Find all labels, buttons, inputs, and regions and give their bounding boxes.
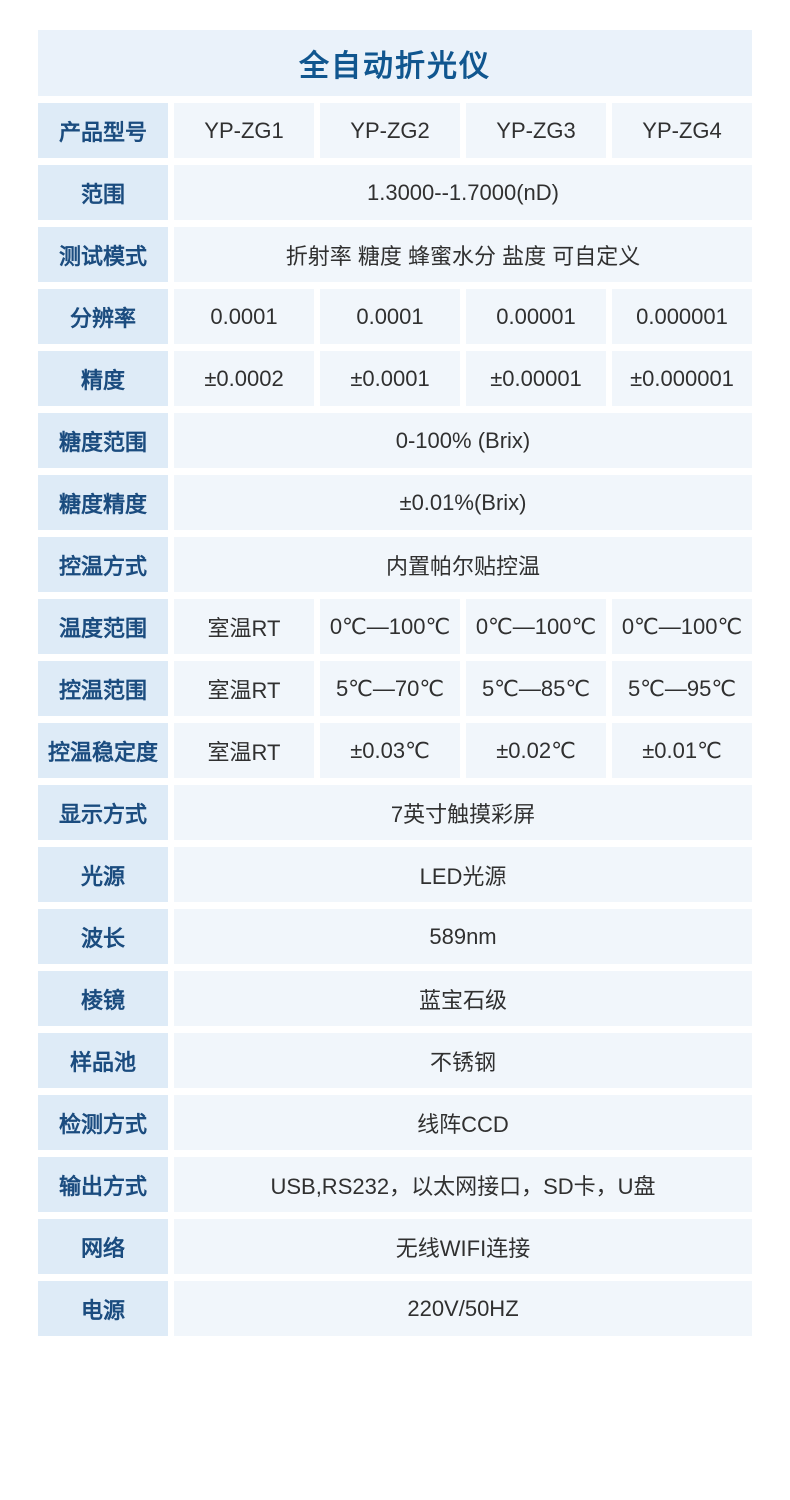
value-cell: 线阵CCD bbox=[174, 1095, 752, 1150]
value-cell: 0℃—100℃ bbox=[612, 599, 752, 654]
value-cell: 无线WIFI连接 bbox=[174, 1219, 752, 1274]
spec-row-range: 范围 1.3000--1.7000(nD) bbox=[38, 165, 752, 220]
spec-row-output: 输出方式 USB,RS232，以太网接口，SD卡，U盘 bbox=[38, 1157, 752, 1212]
spec-row-temp-control-stability: 控温稳定度 室温RT ±0.03℃ ±0.02℃ ±0.01℃ bbox=[38, 723, 752, 778]
spec-row-resolution: 分辨率 0.0001 0.0001 0.00001 0.000001 bbox=[38, 289, 752, 344]
value-cell: ±0.0002 bbox=[174, 351, 314, 406]
value-cell: YP-ZG4 bbox=[612, 103, 752, 158]
value-cell: YP-ZG3 bbox=[466, 103, 606, 158]
value-cell: 室温RT bbox=[174, 599, 314, 654]
spec-row-temperature-range: 温度范围 室温RT 0℃—100℃ 0℃—100℃ 0℃—100℃ bbox=[38, 599, 752, 654]
row-label: 显示方式 bbox=[38, 785, 168, 840]
spec-row-brix-range: 糖度范围 0-100% (Brix) bbox=[38, 413, 752, 468]
spec-row-network: 网络 无线WIFI连接 bbox=[38, 1219, 752, 1274]
value-cell: 5℃—85℃ bbox=[466, 661, 606, 716]
spec-row-wavelength: 波长 589nm bbox=[38, 909, 752, 964]
value-cell: 220V/50HZ bbox=[174, 1281, 752, 1336]
value-cell: 0.00001 bbox=[466, 289, 606, 344]
spec-row-test-mode: 测试模式 折射率 糖度 蜂蜜水分 盐度 可自定义 bbox=[38, 227, 752, 282]
table-title-bar: 全自动折光仪 bbox=[38, 30, 752, 96]
value-cell: 589nm bbox=[174, 909, 752, 964]
row-label: 波长 bbox=[38, 909, 168, 964]
row-label: 网络 bbox=[38, 1219, 168, 1274]
row-label: 控温稳定度 bbox=[38, 723, 168, 778]
value-cell: 折射率 糖度 蜂蜜水分 盐度 可自定义 bbox=[174, 227, 752, 282]
value-cell: 1.3000--1.7000(nD) bbox=[174, 165, 752, 220]
value-cell: 0-100% (Brix) bbox=[174, 413, 752, 468]
value-cell: ±0.01%(Brix) bbox=[174, 475, 752, 530]
row-label: 输出方式 bbox=[38, 1157, 168, 1212]
spec-row-sample-cell: 样品池 不锈钢 bbox=[38, 1033, 752, 1088]
value-cell: USB,RS232，以太网接口，SD卡，U盘 bbox=[174, 1157, 752, 1212]
row-label: 控温方式 bbox=[38, 537, 168, 592]
table-title: 全自动折光仪 bbox=[299, 50, 491, 83]
spec-row-display: 显示方式 7英寸触摸彩屏 bbox=[38, 785, 752, 840]
row-label: 样品池 bbox=[38, 1033, 168, 1088]
spec-row-detection-method: 检测方式 线阵CCD bbox=[38, 1095, 752, 1150]
row-label: 糖度范围 bbox=[38, 413, 168, 468]
row-label: 糖度精度 bbox=[38, 475, 168, 530]
value-cell: ±0.03℃ bbox=[320, 723, 460, 778]
row-label: 检测方式 bbox=[38, 1095, 168, 1150]
spec-row-brix-accuracy: 糖度精度 ±0.01%(Brix) bbox=[38, 475, 752, 530]
value-cell: ±0.01℃ bbox=[612, 723, 752, 778]
value-cell: 蓝宝石级 bbox=[174, 971, 752, 1026]
value-cell: ±0.0001 bbox=[320, 351, 460, 406]
value-cell: YP-ZG2 bbox=[320, 103, 460, 158]
spec-row-temp-control-range: 控温范围 室温RT 5℃—70℃ 5℃—85℃ 5℃—95℃ bbox=[38, 661, 752, 716]
row-label: 电源 bbox=[38, 1281, 168, 1336]
spec-row-prism: 棱镜 蓝宝石级 bbox=[38, 971, 752, 1026]
value-cell: 内置帕尔贴控温 bbox=[174, 537, 752, 592]
value-cell: 0.0001 bbox=[174, 289, 314, 344]
value-cell: LED光源 bbox=[174, 847, 752, 902]
value-cell: 5℃—70℃ bbox=[320, 661, 460, 716]
row-label: 精度 bbox=[38, 351, 168, 406]
spec-table: 全自动折光仪 产品型号 YP-ZG1 YP-ZG2 YP-ZG3 YP-ZG4 … bbox=[38, 30, 752, 1336]
value-cell: 7英寸触摸彩屏 bbox=[174, 785, 752, 840]
spec-row-accuracy: 精度 ±0.0002 ±0.0001 ±0.00001 ±0.000001 bbox=[38, 351, 752, 406]
row-label: 分辨率 bbox=[38, 289, 168, 344]
spec-row-temp-control-method: 控温方式 内置帕尔贴控温 bbox=[38, 537, 752, 592]
value-cell: 5℃—95℃ bbox=[612, 661, 752, 716]
value-cell: 室温RT bbox=[174, 723, 314, 778]
value-cell: ±0.000001 bbox=[612, 351, 752, 406]
value-cell: 0℃—100℃ bbox=[466, 599, 606, 654]
spec-row-product-model: 产品型号 YP-ZG1 YP-ZG2 YP-ZG3 YP-ZG4 bbox=[38, 103, 752, 158]
value-cell: 0℃—100℃ bbox=[320, 599, 460, 654]
value-cell: 0.000001 bbox=[612, 289, 752, 344]
row-label: 温度范围 bbox=[38, 599, 168, 654]
row-label: 棱镜 bbox=[38, 971, 168, 1026]
row-label: 控温范围 bbox=[38, 661, 168, 716]
value-cell: ±0.02℃ bbox=[466, 723, 606, 778]
value-cell: 室温RT bbox=[174, 661, 314, 716]
value-cell: 0.0001 bbox=[320, 289, 460, 344]
row-label: 光源 bbox=[38, 847, 168, 902]
row-label: 测试模式 bbox=[38, 227, 168, 282]
row-label: 范围 bbox=[38, 165, 168, 220]
value-cell: ±0.00001 bbox=[466, 351, 606, 406]
value-cell: YP-ZG1 bbox=[174, 103, 314, 158]
spec-row-power: 电源 220V/50HZ bbox=[38, 1281, 752, 1336]
row-label: 产品型号 bbox=[38, 103, 168, 158]
value-cell: 不锈钢 bbox=[174, 1033, 752, 1088]
spec-row-light-source: 光源 LED光源 bbox=[38, 847, 752, 902]
